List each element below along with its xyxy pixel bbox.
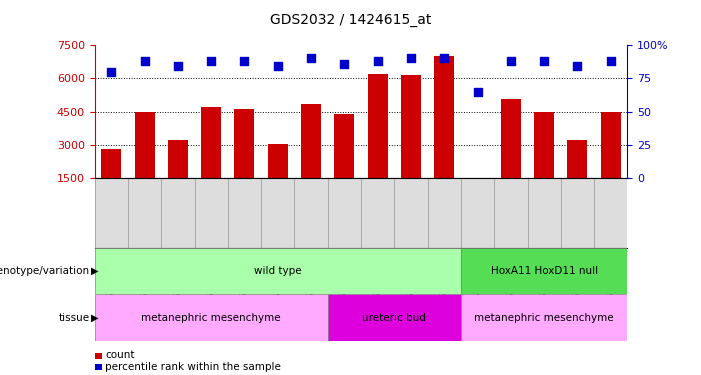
Bar bbox=[401, 75, 421, 178]
Text: metanephric mesenchyme: metanephric mesenchyme bbox=[475, 313, 614, 323]
Text: metanephric mesenchyme: metanephric mesenchyme bbox=[142, 313, 281, 323]
Bar bbox=[101, 149, 121, 178]
Text: ▶: ▶ bbox=[91, 266, 99, 276]
Text: GDS2032 / 1424615_at: GDS2032 / 1424615_at bbox=[270, 13, 431, 27]
Bar bbox=[461, 248, 627, 294]
Point bbox=[339, 61, 350, 67]
Text: percentile rank within the sample: percentile rank within the sample bbox=[105, 362, 281, 372]
Bar bbox=[234, 110, 254, 178]
Text: count: count bbox=[105, 351, 135, 360]
Bar bbox=[461, 294, 627, 341]
Point bbox=[472, 88, 483, 94]
Point bbox=[372, 58, 383, 64]
Bar bbox=[168, 140, 188, 178]
Text: ureteric bud: ureteric bud bbox=[362, 313, 426, 323]
Bar bbox=[435, 56, 454, 178]
Text: HoxA11 HoxD11 null: HoxA11 HoxD11 null bbox=[491, 266, 598, 276]
Bar bbox=[327, 294, 461, 341]
Point bbox=[106, 69, 117, 75]
Bar bbox=[501, 99, 521, 178]
Point bbox=[139, 58, 150, 64]
Point bbox=[405, 56, 416, 62]
Bar bbox=[534, 112, 554, 178]
Bar bbox=[368, 74, 388, 178]
Bar bbox=[268, 144, 288, 178]
Point bbox=[205, 58, 217, 64]
Bar bbox=[567, 140, 587, 178]
Point bbox=[239, 58, 250, 64]
Bar bbox=[135, 112, 154, 178]
Text: tissue: tissue bbox=[59, 313, 90, 323]
Text: wild type: wild type bbox=[254, 266, 301, 276]
Point bbox=[172, 63, 184, 69]
Point bbox=[538, 58, 550, 64]
Point bbox=[572, 63, 583, 69]
Point bbox=[272, 63, 283, 69]
Bar bbox=[201, 107, 222, 178]
Point bbox=[505, 58, 517, 64]
Point bbox=[306, 56, 317, 62]
Point bbox=[439, 56, 450, 62]
Point bbox=[605, 58, 616, 64]
Text: genotype/variation: genotype/variation bbox=[0, 266, 90, 276]
Text: ▶: ▶ bbox=[91, 313, 99, 323]
Bar bbox=[334, 114, 355, 178]
Bar bbox=[301, 104, 321, 178]
Bar bbox=[601, 112, 620, 178]
Bar bbox=[95, 248, 461, 294]
Bar bbox=[95, 294, 327, 341]
Bar bbox=[468, 178, 487, 208]
